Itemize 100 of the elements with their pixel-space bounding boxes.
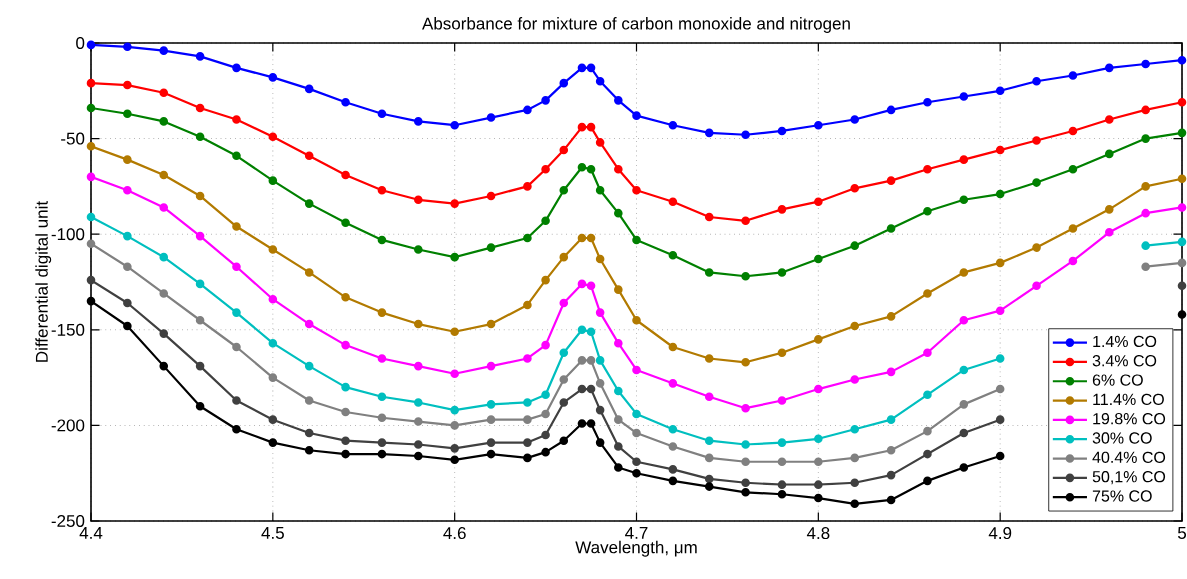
point xyxy=(523,233,532,243)
point xyxy=(232,308,241,317)
point xyxy=(614,338,623,348)
point xyxy=(414,451,423,461)
legend-label: 11.4% CO xyxy=(1093,393,1164,406)
point xyxy=(450,199,459,208)
point xyxy=(959,463,969,472)
point xyxy=(541,430,550,440)
point xyxy=(814,457,823,467)
point xyxy=(586,327,596,337)
point xyxy=(450,327,459,337)
point xyxy=(995,306,1005,315)
point xyxy=(159,289,169,298)
point xyxy=(814,197,823,206)
point xyxy=(486,113,496,122)
point xyxy=(304,361,314,371)
point xyxy=(304,396,314,405)
point xyxy=(1177,310,1187,319)
point xyxy=(486,438,496,447)
point xyxy=(1177,174,1187,184)
point xyxy=(523,300,532,310)
point xyxy=(595,379,605,388)
point xyxy=(232,424,241,434)
x-tick-label: 4.7 xyxy=(625,527,648,539)
point xyxy=(86,239,96,249)
point xyxy=(195,315,205,325)
point xyxy=(1141,105,1150,115)
point xyxy=(995,451,1005,461)
point xyxy=(414,117,423,126)
point xyxy=(559,436,569,445)
point xyxy=(814,254,823,264)
x-tick-label: 4.9 xyxy=(988,527,1012,540)
point xyxy=(377,235,387,245)
point xyxy=(741,358,750,367)
point xyxy=(850,453,860,463)
point xyxy=(1068,71,1078,80)
point xyxy=(777,396,787,405)
point xyxy=(486,415,496,424)
point xyxy=(614,96,623,105)
point xyxy=(341,97,350,107)
legend-label: 50,1% CO xyxy=(1092,471,1166,485)
point xyxy=(777,489,787,499)
point xyxy=(559,398,569,407)
point xyxy=(341,293,350,302)
point xyxy=(741,478,750,488)
point xyxy=(304,428,314,438)
point xyxy=(632,315,641,325)
point xyxy=(1141,59,1150,69)
point xyxy=(923,97,932,107)
point xyxy=(595,405,605,415)
point xyxy=(1177,55,1187,65)
point xyxy=(268,438,278,447)
point xyxy=(486,243,496,252)
point xyxy=(268,73,278,82)
point xyxy=(814,335,823,344)
chart-title: Absorbance for mixture of carbon monoxide and nitrogen xyxy=(422,17,850,33)
point xyxy=(541,340,550,350)
point xyxy=(1177,97,1187,107)
point xyxy=(541,390,550,400)
point xyxy=(668,379,678,388)
point xyxy=(595,356,605,365)
point xyxy=(86,212,96,222)
point xyxy=(632,468,641,478)
point xyxy=(668,120,678,130)
point xyxy=(559,145,569,155)
point xyxy=(414,195,423,205)
point xyxy=(268,294,278,304)
point xyxy=(559,252,569,262)
point xyxy=(577,122,587,132)
point xyxy=(268,373,278,382)
point xyxy=(614,285,623,294)
point xyxy=(123,80,132,90)
point xyxy=(450,444,459,453)
point xyxy=(959,268,969,277)
point xyxy=(632,457,641,467)
point xyxy=(668,250,678,260)
point xyxy=(668,465,678,474)
point xyxy=(577,233,587,243)
point xyxy=(377,185,387,195)
point xyxy=(577,162,587,172)
point xyxy=(632,409,641,419)
point xyxy=(268,132,278,141)
legend-label: 1.4% CO xyxy=(1093,335,1157,348)
point xyxy=(632,428,641,438)
point xyxy=(614,164,623,174)
point xyxy=(86,172,96,182)
point xyxy=(523,398,532,407)
point xyxy=(595,308,605,317)
point xyxy=(959,195,969,205)
point xyxy=(850,375,860,384)
point xyxy=(450,421,459,430)
point xyxy=(341,407,350,417)
point xyxy=(1141,208,1150,218)
legend-label: 3.4% CO xyxy=(1092,355,1157,367)
point xyxy=(586,164,596,174)
point xyxy=(886,415,896,424)
point xyxy=(886,105,896,115)
point xyxy=(523,453,532,463)
point xyxy=(541,447,550,457)
point xyxy=(595,138,605,147)
